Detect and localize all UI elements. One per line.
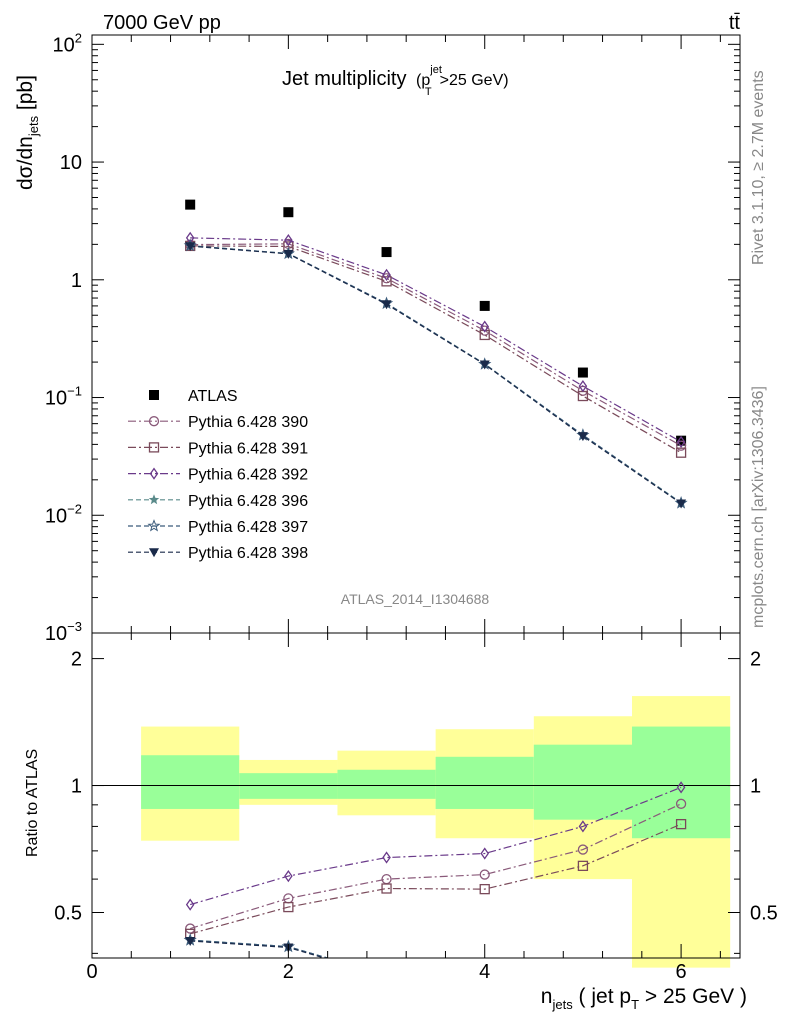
main-series-2-point-6 bbox=[675, 440, 687, 451]
ratio-series-line-3 bbox=[190, 786, 682, 906]
ratio-y-tick-label-right-2: 1 bbox=[750, 776, 761, 798]
main-series-4-point-2 bbox=[284, 234, 293, 247]
chart-title: Jet multiplicity (pjet T>25 GeV) bbox=[282, 64, 509, 98]
stat-uncertainty-band-3 bbox=[337, 769, 436, 799]
ratio-series-3-point-4 bbox=[480, 847, 490, 860]
legend-label-4: Pythia 6.428 392 bbox=[188, 467, 308, 484]
legend-label-5: Pythia 6.428 396 bbox=[188, 493, 308, 510]
ratio-y-tick-label-right-3: 2 bbox=[750, 649, 761, 671]
main-y-tick-label-5: 10−2 bbox=[45, 501, 82, 527]
stat-uncertainty-band-4 bbox=[435, 756, 534, 809]
ratio-series-2-point-4 bbox=[479, 883, 490, 895]
main-series-3-point-6 bbox=[675, 447, 687, 458]
ratio-uncertainty-bands bbox=[141, 696, 731, 968]
ratio-y-tick-label-left-1: 0.5 bbox=[54, 902, 82, 924]
x-tick-label-3: 4 bbox=[479, 961, 490, 983]
process-label: tt̄ bbox=[729, 12, 741, 34]
legend: ATLAS Pythia 6.428 390 Pythia 6.428 391 Pyt… bbox=[128, 388, 308, 562]
legend-label-1: ATLAS bbox=[188, 388, 238, 405]
ratio-y-tick-label-left-3: 2 bbox=[71, 649, 82, 671]
main-series-7-point-2 bbox=[283, 249, 294, 259]
ratio-y-tick-label-right-1: 0.5 bbox=[750, 902, 778, 924]
ratio-series-2-point-6 bbox=[675, 818, 687, 830]
main-series-1-point-1 bbox=[185, 199, 196, 210]
ratio-series-2-point-3 bbox=[381, 883, 392, 894]
legend-marker-1 bbox=[149, 390, 159, 400]
mcplots-reference-label: mcplots.cern.ch [arXiv:1306.3436] bbox=[750, 386, 767, 628]
ratio-series-3-point-3 bbox=[382, 851, 391, 864]
ratio-series-line-1 bbox=[190, 803, 682, 930]
main-series-1-point-2 bbox=[283, 207, 294, 218]
x-tick-label-2: 2 bbox=[283, 961, 294, 983]
main-y-axis-label: dσ/dnjets [pb] bbox=[14, 75, 41, 190]
analysis-id-label: ATLAS_2014_I1304688 bbox=[341, 591, 490, 607]
main-series-line-4 bbox=[190, 237, 682, 443]
ratio-y-tick-label-left-2: 1 bbox=[71, 776, 82, 798]
x-axis-label: njets ( jet pT > 25 GeV ) bbox=[541, 985, 747, 1012]
main-series-4-point-3 bbox=[382, 268, 391, 282]
ratio-series-1-point-3 bbox=[381, 873, 392, 885]
ratio-series-1-point-1 bbox=[185, 923, 196, 934]
legend-label-3: Pythia 6.428 391 bbox=[188, 440, 308, 457]
main-series-line-5 bbox=[190, 245, 682, 504]
ratio-frame bbox=[91, 632, 741, 959]
main-y-tick-label-6: 10−3 bbox=[45, 619, 82, 645]
ratio-series-1-point-5 bbox=[577, 844, 589, 855]
legend-marker-7 bbox=[149, 548, 159, 558]
legend-marker-4 bbox=[149, 467, 159, 480]
stat-uncertainty-band-1 bbox=[141, 755, 240, 809]
ratio-series-1-point-4 bbox=[479, 869, 490, 880]
legend-marker-3 bbox=[148, 442, 160, 453]
main-series-3-point-4 bbox=[479, 329, 490, 341]
main-series-7-point-6 bbox=[676, 499, 687, 509]
main-series-1-point-4 bbox=[479, 300, 490, 311]
legend-label-6: Pythia 6.428 397 bbox=[188, 519, 308, 536]
rivet-version-label: Rivet 3.1.10, ≥ 2.7M events bbox=[750, 70, 767, 265]
legend-marker-5 bbox=[148, 494, 160, 505]
main-y-tick-label-1: 102 bbox=[53, 30, 82, 56]
main-series-4-point-4 bbox=[480, 320, 490, 333]
main-series-7-point-3 bbox=[381, 300, 392, 310]
ratio-series-3-point-6 bbox=[676, 781, 686, 794]
main-series-1-point-5 bbox=[577, 367, 588, 378]
main-series-7-point-4 bbox=[479, 360, 490, 370]
axes: 102 10 1 10−1 10−2 10−3 0.5 0.5 1 1 2 2 0 2 4 6 bbox=[45, 30, 778, 983]
ratio-series-3-point-2 bbox=[284, 869, 293, 883]
x-tick-label-1: 0 bbox=[86, 961, 97, 983]
legend-label-2: Pythia 6.428 390 bbox=[188, 414, 308, 431]
legend-marker-6 bbox=[147, 519, 161, 532]
ratio-series-3-point-5 bbox=[578, 820, 588, 833]
ratio-series-1-point-6 bbox=[675, 798, 687, 809]
main-series-line-2 bbox=[190, 243, 682, 447]
beam-energy-label: 7000 GeV pp bbox=[103, 12, 221, 34]
main-series-4-point-5 bbox=[578, 379, 588, 393]
main-series-3-point-3 bbox=[381, 276, 392, 287]
ratio-y-axis-label: Ratio to ATLAS bbox=[24, 749, 41, 857]
main-y-tick-label-3: 1 bbox=[71, 270, 82, 292]
main-frame bbox=[91, 34, 741, 634]
stat-uncertainty-band-5 bbox=[533, 744, 632, 820]
main-series-4-point-6 bbox=[676, 435, 686, 449]
ratio-series-2-point-5 bbox=[577, 860, 589, 872]
x-tick-label-4: 6 bbox=[676, 961, 687, 983]
main-panel: ATLAS Pythia 6.428 390 Pythia 6.428 391 Pyt… bbox=[128, 199, 688, 562]
main-series-line-6 bbox=[190, 245, 682, 504]
main-y-tick-label-4: 10−1 bbox=[45, 384, 82, 410]
ratio-series-6-point-1 bbox=[185, 936, 196, 946]
main-series-1-point-3 bbox=[381, 247, 392, 258]
ratio-series-3-point-1 bbox=[185, 898, 195, 911]
main-series-line-3 bbox=[190, 245, 682, 454]
main-y-tick-label-2: 10 bbox=[60, 152, 82, 174]
legend-marker-2 bbox=[148, 416, 160, 427]
ratio-series-2-point-2 bbox=[283, 901, 294, 913]
ratio-series-line-2 bbox=[190, 823, 682, 935]
legend-label-7: Pythia 6.428 398 bbox=[188, 545, 308, 562]
main-series-7-point-1 bbox=[185, 242, 196, 252]
main-series-line-7 bbox=[190, 245, 682, 504]
main-series-7-point-5 bbox=[577, 432, 588, 442]
